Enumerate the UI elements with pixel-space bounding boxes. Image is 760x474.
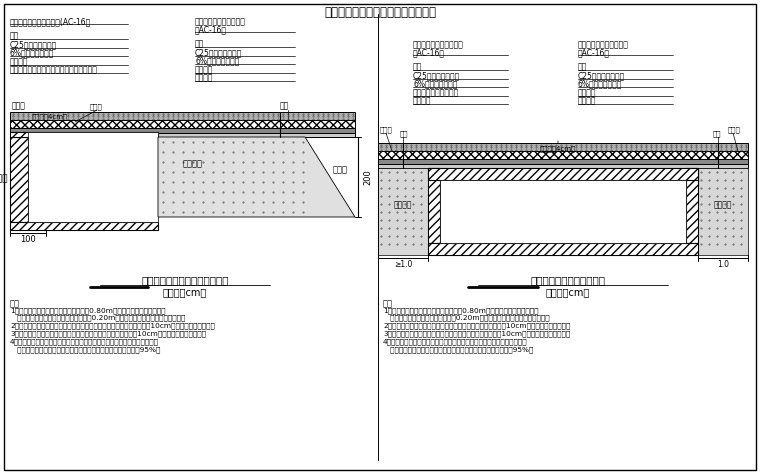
- Polygon shape: [10, 137, 28, 222]
- Text: 注：: 注：: [383, 299, 393, 308]
- Text: 素土压实: 素土压实: [195, 73, 214, 82]
- Text: 中粒式沥青混凝土上面层: 中粒式沥青混凝土上面层: [578, 40, 629, 49]
- Text: 缝缝: 缝缝: [713, 130, 721, 137]
- Text: 道路下面有涵洞的处理大样: 道路下面有涵洞的处理大样: [530, 275, 606, 285]
- Polygon shape: [158, 137, 355, 217]
- Text: （单位：cm）: （单位：cm）: [546, 287, 590, 297]
- Text: 3、当涵洞嵌入路面结构垫层时，如果涵顶部分基层厚度小于10cm时应改为混凝土料找平。: 3、当涵洞嵌入路面结构垫层时，如果涵顶部分基层厚度小于10cm时应改为混凝土料找…: [383, 330, 570, 337]
- Bar: [10, 133, 355, 137]
- Text: 道路下面有箱形构造物的处理大样图: 道路下面有箱形构造物的处理大样图: [324, 6, 436, 19]
- Text: 6%水泥石屑稳定层: 6%水泥石屑稳定层: [578, 80, 622, 89]
- Text: 3、当地下车库嵌入路面结构垫层时，如果涵顶部分基层厚度小于10cm时应改为混凝土料找平。: 3、当地下车库嵌入路面结构垫层时，如果涵顶部分基层厚度小于10cm时应改为混凝土…: [10, 330, 206, 337]
- Text: 1、当结构物顶面至混凝土面板厚度大于0.80m时，可不对路面结构处理。: 1、当结构物顶面至混凝土面板厚度大于0.80m时，可不对路面结构处理。: [383, 307, 539, 314]
- Text: 6%水泥石屑稳定层: 6%水泥石屑稳定层: [413, 80, 458, 89]
- Text: 4、墙背管回填采用透水性好的材料（砾砂、砂砾土、碎石或碎石土等，不得: 4、墙背管回填采用透水性好的材料（砾砂、砂砾土、碎石或碎石土等，不得: [10, 338, 159, 345]
- Text: （单位：cm）: （单位：cm）: [163, 287, 207, 297]
- Bar: [28, 132, 158, 222]
- Bar: [378, 143, 748, 151]
- Text: 中粒式沥青混凝土上面层: 中粒式沥青混凝土上面层: [195, 17, 246, 26]
- Text: 涵洞顶至路面结构垫层底距离小于0.20m，涵顶填密压实土改用回填料找平。: 涵洞顶至路面结构垫层底距离小于0.20m，涵顶填密压实土改用回填料找平。: [383, 315, 549, 321]
- Text: 地下车库顶板至路面结构层底距离小于0.20m，涵顶填密压实土改用回填料找平。: 地下车库顶板至路面结构层底距离小于0.20m，涵顶填密压实土改用回填料找平。: [10, 315, 185, 321]
- Text: C25水泥混凝土面层: C25水泥混凝土面层: [10, 40, 57, 49]
- Text: 台管回填: 台管回填: [714, 201, 732, 210]
- Bar: [440, 180, 686, 243]
- Polygon shape: [10, 222, 158, 230]
- Polygon shape: [378, 168, 428, 255]
- Text: 切缝（厚4cm）: 切缝（厚4cm）: [32, 113, 68, 119]
- Bar: [10, 112, 355, 120]
- Text: 用含有淤泥、杂草、腐殖物的土），各分层压实，压实度不小于95%。: 用含有淤泥、杂草、腐殖物的土），各分层压实，压实度不小于95%。: [10, 346, 160, 353]
- Bar: [10, 120, 355, 128]
- Text: 粘层: 粘层: [10, 31, 19, 40]
- Polygon shape: [686, 168, 698, 243]
- Text: 100: 100: [20, 235, 36, 244]
- Text: 石渣垫层: 石渣垫层: [578, 88, 597, 97]
- Text: 2、当地下车库顶板嵌入路面结构垫层时，如果涵顶面上的垫层厚度小于10cm时应该为基层料找平。: 2、当地下车库顶板嵌入路面结构垫层时，如果涵顶面上的垫层厚度小于10cm时应该为…: [10, 323, 215, 329]
- Polygon shape: [428, 168, 440, 243]
- Text: 缝缝: 缝缝: [280, 101, 290, 110]
- Text: 注：: 注：: [10, 299, 20, 308]
- Text: 1、当结构物顶面至混凝土面板厚度大于0.80m时，可不对路面结构处理。: 1、当结构物顶面至混凝土面板厚度大于0.80m时，可不对路面结构处理。: [10, 307, 166, 314]
- Text: 粘层: 粘层: [195, 39, 204, 48]
- Text: （AC-16）: （AC-16）: [578, 48, 610, 57]
- Text: 石渣垫层（厚度变化）: 石渣垫层（厚度变化）: [413, 88, 459, 97]
- Text: 用含有淤泥、杂草、腐殖物的土），各分层压实，压实度不小于95%。: 用含有淤泥、杂草、腐殖物的土），各分层压实，压实度不小于95%。: [383, 346, 534, 353]
- Text: 合管回填: 合管回填: [413, 97, 432, 106]
- Text: ≥1.0: ≥1.0: [394, 260, 412, 269]
- Text: 6%水泥石屑稳定层: 6%水泥石屑稳定层: [10, 48, 55, 57]
- Text: 传力杆: 传力杆: [380, 127, 393, 133]
- Text: （AC-16）: （AC-16）: [195, 25, 227, 34]
- Text: 回填压实: 回填压实: [183, 159, 203, 168]
- Polygon shape: [428, 243, 698, 255]
- Text: 素土压实（随着地下车库地板标高的变化）: 素土压实（随着地下车库地板标高的变化）: [10, 65, 98, 74]
- Text: 合管回填: 合管回填: [578, 97, 597, 106]
- Text: C25水泥混凝土面层: C25水泥混凝土面层: [413, 71, 461, 80]
- Text: 石渣垫层: 石渣垫层: [195, 65, 214, 74]
- Text: 台管回填: 台管回填: [394, 201, 412, 210]
- Bar: [378, 151, 748, 159]
- Bar: [10, 128, 355, 133]
- Text: 4、台管回填采用透水性好的材料（砾砂、砂砾土、碎石或碎石土等，不得: 4、台管回填采用透水性好的材料（砾砂、砂砾土、碎石或碎石土等，不得: [383, 338, 527, 345]
- Text: 传力杆: 传力杆: [728, 127, 741, 133]
- Text: C25水泥混凝土面层: C25水泥混凝土面层: [195, 48, 242, 57]
- Text: 传力杆: 传力杆: [90, 103, 103, 110]
- Text: 道路下面有地下车库的处理大样: 道路下面有地下车库的处理大样: [141, 275, 229, 285]
- Polygon shape: [10, 132, 158, 137]
- Polygon shape: [428, 168, 698, 180]
- Text: 6%水泥石屑稳定层: 6%水泥石屑稳定层: [195, 56, 239, 65]
- Text: 石渣垫层: 石渣垫层: [10, 57, 29, 66]
- Bar: [378, 159, 748, 164]
- Text: （AC-16）: （AC-16）: [413, 48, 445, 57]
- Text: 切缝（厚4cm）: 切缝（厚4cm）: [540, 145, 576, 152]
- Text: 200: 200: [363, 169, 372, 185]
- Text: 1.0: 1.0: [717, 260, 729, 269]
- Text: 2、当涵洞嵌入路面结构垫层时，如果涵顶面上的垫层厚度小于10cm时应该为基层料找平。: 2、当涵洞嵌入路面结构垫层时，如果涵顶面上的垫层厚度小于10cm时应该为基层料找…: [383, 323, 570, 329]
- Text: 中粒式沥青混凝土上面层(AC-16）: 中粒式沥青混凝土上面层(AC-16）: [10, 17, 91, 26]
- Text: 地下车库: 地下车库: [0, 174, 8, 183]
- Bar: [378, 164, 748, 168]
- Text: 车行道: 车行道: [12, 101, 26, 110]
- Text: 缝缝: 缝缝: [400, 130, 409, 137]
- Text: C25水泥混凝土面层: C25水泥混凝土面层: [578, 71, 625, 80]
- Polygon shape: [698, 168, 748, 255]
- Text: 压实土: 压实土: [333, 165, 347, 174]
- Text: 粘层: 粘层: [578, 63, 587, 72]
- Text: 中粒式沥青混凝土上面层: 中粒式沥青混凝土上面层: [413, 40, 464, 49]
- Text: 粘层: 粘层: [413, 63, 423, 72]
